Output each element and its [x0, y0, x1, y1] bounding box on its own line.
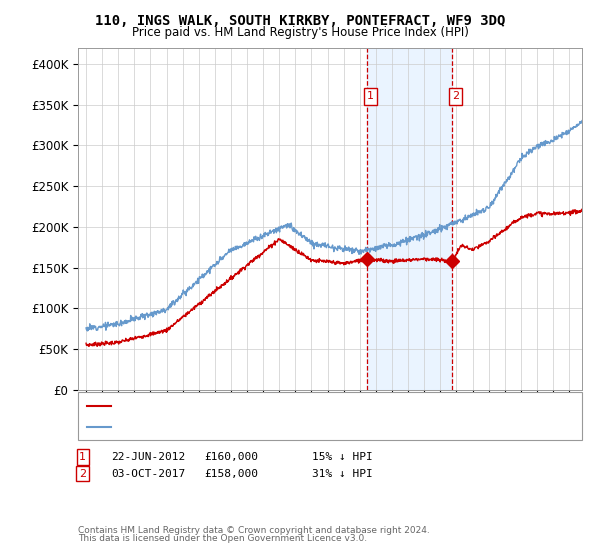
Text: 1: 1 — [367, 91, 374, 101]
Text: 2: 2 — [79, 469, 86, 479]
Text: 110, INGS WALK, SOUTH KIRKBY, PONTEFRACT, WF9 3DQ (detached house): 110, INGS WALK, SOUTH KIRKBY, PONTEFRACT… — [115, 401, 508, 411]
Text: £160,000: £160,000 — [204, 452, 258, 462]
Text: 31% ↓ HPI: 31% ↓ HPI — [312, 469, 373, 479]
Bar — [367, 48, 452, 390]
Text: Contains HM Land Registry data © Crown copyright and database right 2024.: Contains HM Land Registry data © Crown c… — [78, 526, 430, 535]
Text: £158,000: £158,000 — [204, 469, 258, 479]
Text: This data is licensed under the Open Government Licence v3.0.: This data is licensed under the Open Gov… — [78, 534, 367, 543]
Text: 1: 1 — [79, 452, 86, 462]
Text: 2: 2 — [452, 91, 459, 101]
Text: HPI: Average price, detached house, Wakefield: HPI: Average price, detached house, Wake… — [115, 422, 359, 432]
Text: 22-JUN-2012: 22-JUN-2012 — [111, 452, 185, 462]
Text: 110, INGS WALK, SOUTH KIRKBY, PONTEFRACT, WF9 3DQ: 110, INGS WALK, SOUTH KIRKBY, PONTEFRACT… — [95, 14, 505, 28]
Text: 03-OCT-2017: 03-OCT-2017 — [111, 469, 185, 479]
Text: Price paid vs. HM Land Registry's House Price Index (HPI): Price paid vs. HM Land Registry's House … — [131, 26, 469, 39]
Text: 15% ↓ HPI: 15% ↓ HPI — [312, 452, 373, 462]
